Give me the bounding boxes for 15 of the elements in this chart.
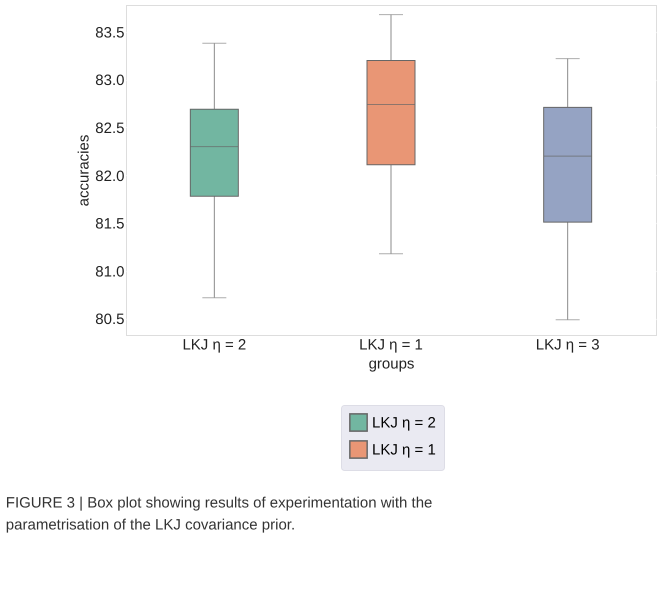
caption: FIGURE 3 | Box plot showing results of experimentation with the parametrisation of the LKJ covariance prior.	[6, 494, 432, 534]
y-tick-label: 82.5	[95, 120, 124, 137]
legend-label: LKJ η = 2	[372, 414, 436, 432]
legend-label: LKJ η = 1	[372, 442, 436, 458]
y-tick-label: 83.0	[95, 72, 124, 90]
y-axis-title: accuracies	[75, 134, 92, 206]
x-tick-label: LKJ η = 1	[359, 336, 423, 354]
x-tick-label: LKJ η = 3	[536, 336, 600, 354]
y-tick-label: 81.5	[95, 216, 124, 233]
y-tick-label: 83.5	[95, 24, 124, 42]
x-tick-label: LKJ η = 2	[182, 336, 246, 354]
y-tick-label: 81.0	[95, 263, 124, 280]
y-tick-label: 82.0	[95, 168, 124, 185]
y-tick-label: 80.5	[95, 311, 124, 328]
x-axis-title: groups	[368, 356, 414, 372]
